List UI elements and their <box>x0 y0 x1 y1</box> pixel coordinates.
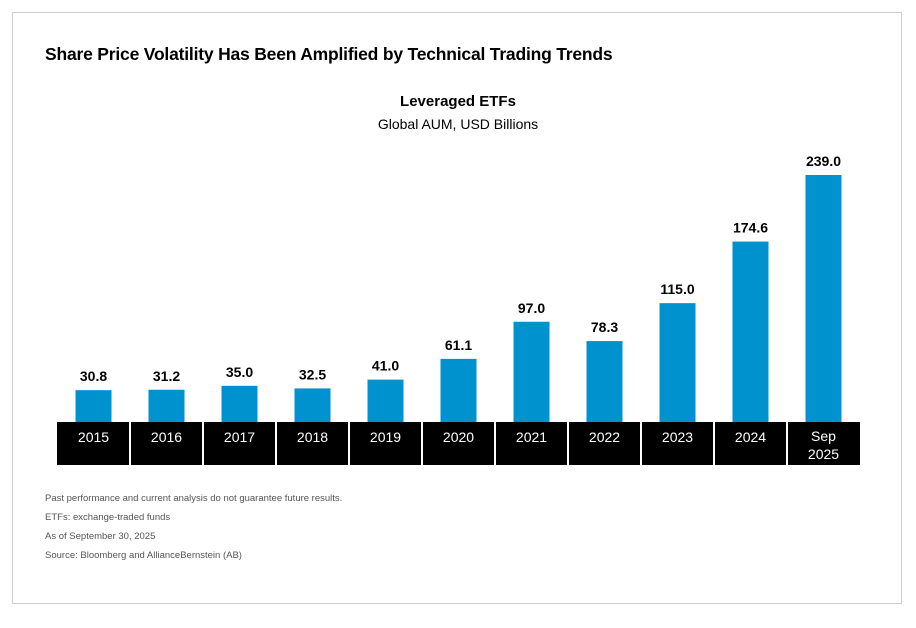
bar <box>440 358 477 422</box>
data-label: 32.5 <box>299 366 326 382</box>
data-label: 174.6 <box>733 220 768 236</box>
data-label: 35.0 <box>226 364 253 380</box>
x-tick-label: 2018 <box>297 429 328 445</box>
x-tick-label: 2019 <box>370 429 401 445</box>
chart-subtitle: Global AUM, USD Billions <box>377 116 539 132</box>
bar <box>148 389 185 422</box>
data-label: 30.8 <box>80 368 107 384</box>
note-disclaimer: Past performance and current analysis do… <box>45 493 343 504</box>
x-tick-label: 2015 <box>78 429 109 445</box>
data-label: 115.0 <box>660 281 694 297</box>
x-axis-band <box>57 422 860 465</box>
note-source: Source: Bloomberg and AllianceBernstein … <box>45 550 242 561</box>
x-tick-label: 2017 <box>224 429 255 445</box>
x-tick-label: 2022 <box>589 429 620 445</box>
bar <box>294 388 331 422</box>
bar <box>513 321 550 422</box>
data-label: 239.0 <box>806 153 841 169</box>
x-tick-label: 2020 <box>443 429 474 445</box>
bar <box>221 385 258 422</box>
note-as-of-date: As of September 30, 2025 <box>45 531 156 542</box>
x-tick-label: Sep 2025 <box>808 428 839 462</box>
bar <box>586 341 623 422</box>
x-tick-label: 2016 <box>151 429 182 445</box>
page-title: Share Price Volatility Has Been Amplifie… <box>45 44 613 64</box>
bar <box>805 175 842 422</box>
x-tick-label: 2021 <box>516 429 547 445</box>
bar <box>367 379 404 422</box>
bar <box>75 390 112 422</box>
data-label: 31.2 <box>153 368 180 384</box>
data-label: 97.0 <box>518 300 545 316</box>
data-label: 78.3 <box>591 319 618 335</box>
data-label: 41.0 <box>372 358 399 374</box>
x-tick-label: 2023 <box>662 429 693 445</box>
bar <box>659 303 696 422</box>
footnotes: Past performance and current analysis do… <box>45 489 342 565</box>
x-tick-label: 2024 <box>735 429 766 445</box>
data-label: 61.1 <box>445 337 472 353</box>
bar <box>732 241 769 422</box>
chart-title: Leveraged ETFs <box>400 93 516 110</box>
note-etf-definition: ETFs: exchange-traded funds <box>45 512 171 523</box>
